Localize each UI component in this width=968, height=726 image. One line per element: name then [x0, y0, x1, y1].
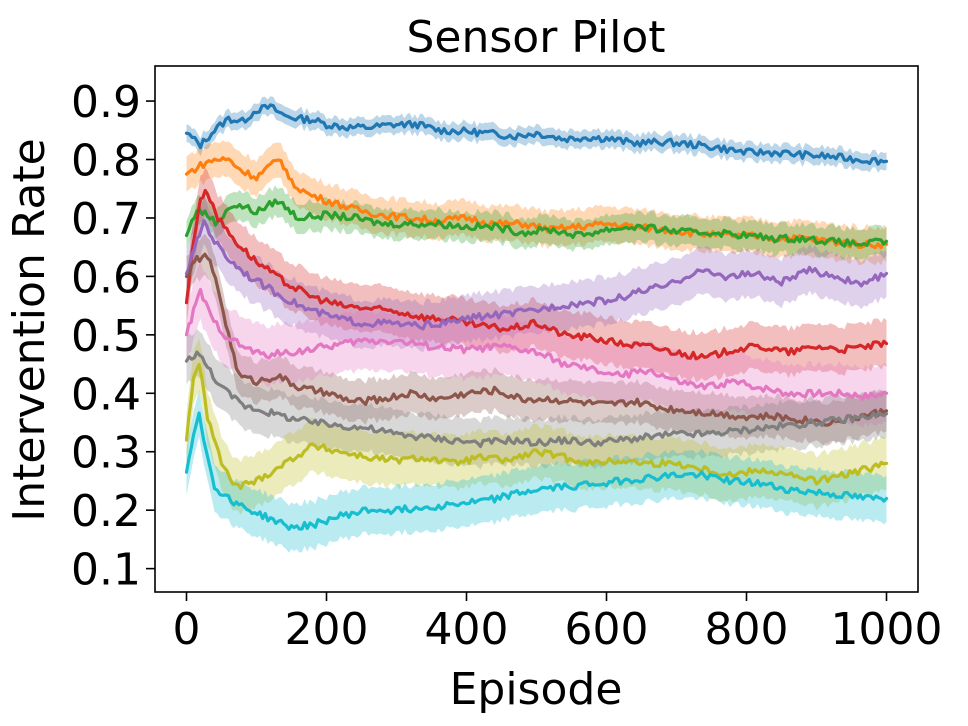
series-lines — [184, 103, 889, 531]
plot-frame — [154, 65, 919, 593]
series-6-line — [184, 252, 889, 427]
y-tick-label: 0.3 — [71, 428, 141, 479]
y-tick-label: 0.8 — [71, 136, 141, 187]
y-tick-label: 0.6 — [71, 252, 141, 303]
x-tick-label: 1000 — [831, 604, 943, 655]
x-tick-label: 600 — [565, 604, 649, 655]
y-tick-label: 0.9 — [71, 77, 141, 128]
y-axis-ticks: 0.1 0.2 0.3 0.4 0.5 0.6 0.7 0.8 0.9 — [71, 77, 155, 596]
series-10-line — [184, 411, 889, 531]
chart-title: Sensor Pilot — [407, 12, 666, 63]
series-8-band — [186, 328, 887, 470]
series-9-line — [184, 363, 889, 491]
y-axis-label: Intervention Rate — [4, 138, 55, 521]
series-9-band — [186, 338, 887, 515]
series-6-band — [186, 233, 887, 446]
series-7-line — [184, 287, 889, 401]
series-7-band — [186, 260, 887, 429]
confidence-bands — [186, 96, 887, 553]
x-tick-label: 0 — [173, 604, 201, 655]
y-tick-label: 0.2 — [71, 486, 141, 537]
series-4-band — [186, 167, 887, 383]
series-5-band — [186, 197, 887, 353]
x-tick-label: 800 — [705, 604, 789, 655]
series-4-line — [184, 188, 889, 361]
series-8-line — [184, 350, 889, 449]
series-1-line — [184, 103, 889, 166]
x-axis-ticks: 0 200 400 600 800 1000 — [173, 592, 943, 655]
series-3-band — [186, 185, 887, 261]
series-5-line — [184, 219, 889, 331]
y-tick-label: 0.4 — [71, 369, 141, 420]
x-tick-label: 200 — [285, 604, 369, 655]
y-tick-label: 0.7 — [71, 194, 141, 245]
y-tick-label: 0.5 — [71, 311, 141, 362]
x-tick-label: 400 — [425, 604, 509, 655]
x-axis-label: Episode — [450, 664, 623, 715]
y-tick-label: 0.1 — [71, 545, 141, 596]
series-3-line — [184, 198, 889, 248]
